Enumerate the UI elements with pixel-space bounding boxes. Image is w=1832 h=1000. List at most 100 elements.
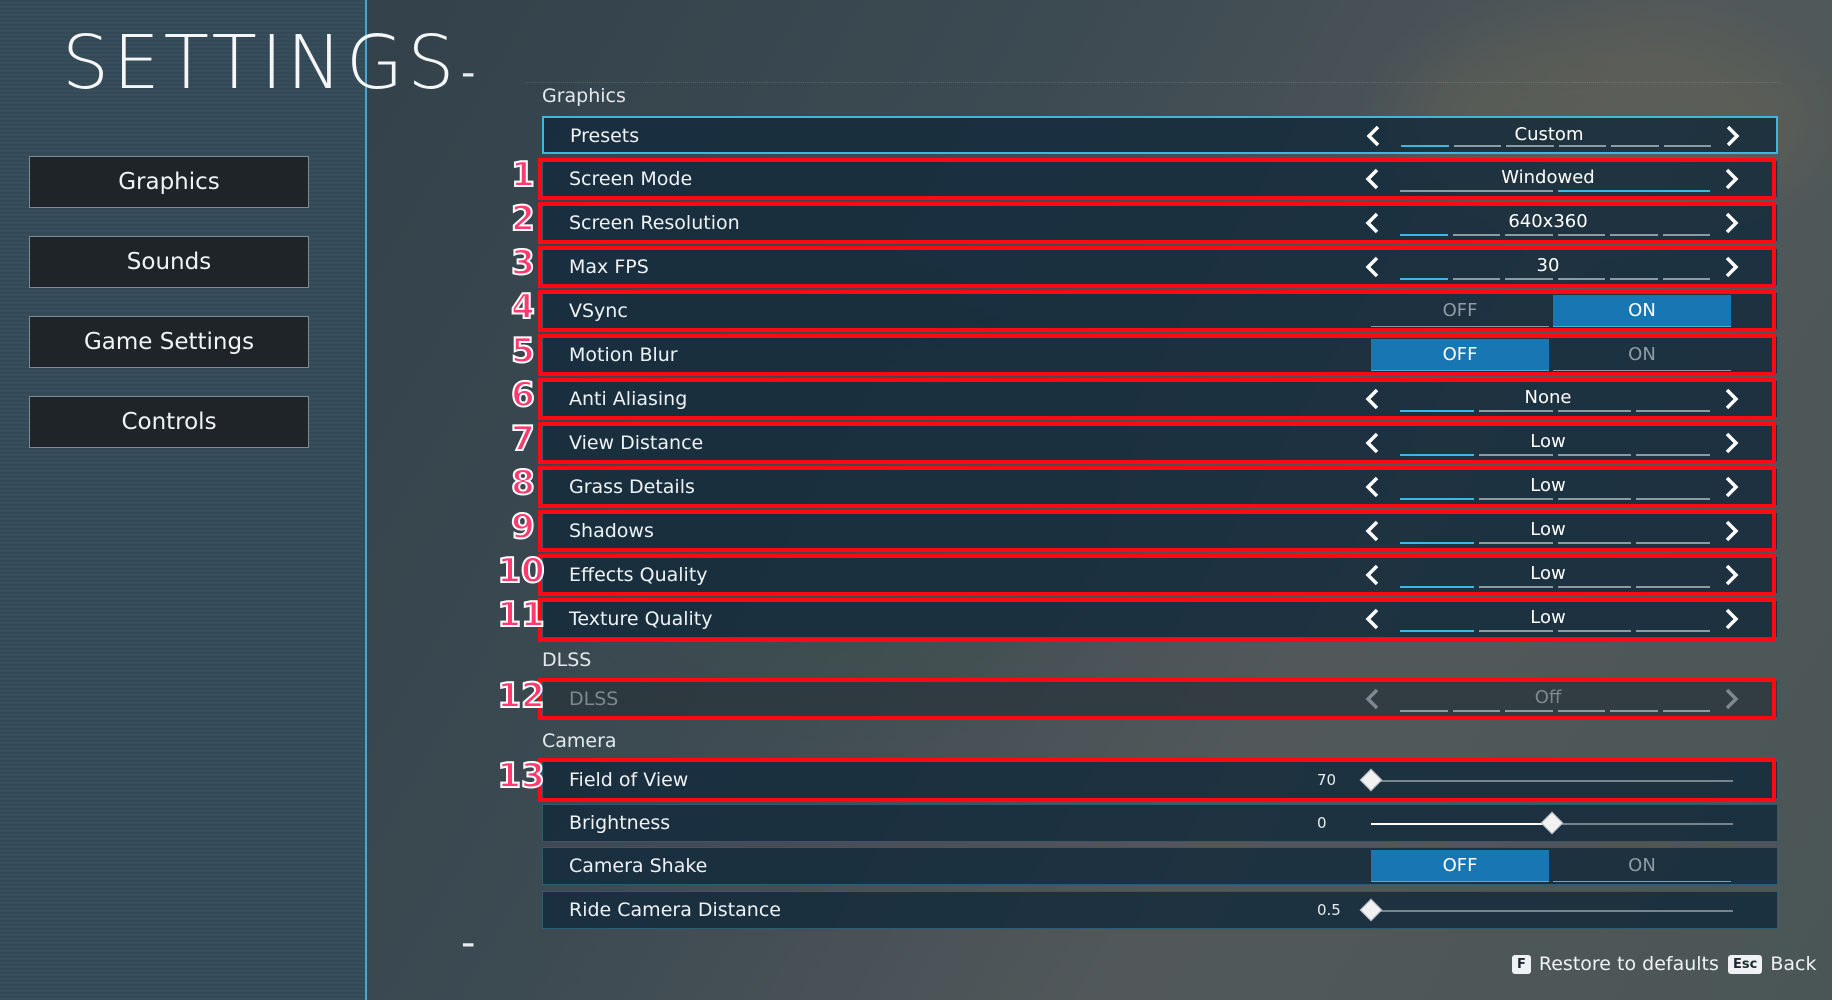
- slider-thumb[interactable]: [1540, 811, 1564, 835]
- texture-quality-indicator: [1400, 630, 1710, 632]
- vsync-row[interactable]: VSync OFF ON: [542, 292, 1778, 330]
- chevron-left-icon[interactable]: [1361, 387, 1385, 411]
- chevron-right-icon[interactable]: [1719, 211, 1743, 235]
- screen-mode-row[interactable]: Screen Mode Windowed: [542, 160, 1778, 198]
- chevron-left-icon[interactable]: [1361, 563, 1385, 587]
- settings-panel: [525, 82, 1780, 935]
- chevron-left-icon[interactable]: [1361, 431, 1385, 455]
- anti-aliasing-indicator: [1400, 410, 1710, 412]
- max-fps-indicator: [1400, 278, 1710, 280]
- effects-quality-label: Effects Quality: [569, 564, 708, 586]
- camera-shake-on-option[interactable]: ON: [1553, 850, 1731, 882]
- view-distance-label: View Distance: [569, 432, 704, 454]
- effects-quality-row[interactable]: Effects Quality Low: [542, 556, 1778, 594]
- shadows-value: Low: [1530, 519, 1566, 540]
- presets-row[interactable]: Presets Custom: [542, 116, 1778, 154]
- ride-camera-distance-slider[interactable]: [1359, 898, 1733, 922]
- vsync-label: VSync: [569, 300, 628, 322]
- chevron-right-icon[interactable]: [1719, 167, 1743, 191]
- section-graphics: Graphics: [542, 85, 626, 107]
- chevron-right-icon[interactable]: [1719, 563, 1743, 587]
- chevron-right-icon[interactable]: [1719, 387, 1743, 411]
- annotation-number: 2: [510, 198, 536, 240]
- chevron-right-icon[interactable]: [1719, 431, 1743, 455]
- section-dlss: DLSS: [542, 649, 592, 671]
- camera-shake-label: Camera Shake: [569, 855, 708, 877]
- vsync-off-option[interactable]: OFF: [1371, 295, 1549, 327]
- shadows-row[interactable]: Shadows Low: [542, 512, 1778, 550]
- annotation-number: 1: [510, 154, 536, 196]
- presets-indicator: [1401, 145, 1711, 147]
- chevron-left-icon[interactable]: [1362, 124, 1386, 148]
- nav-controls-button[interactable]: Controls: [29, 396, 309, 448]
- annotation-number: 4: [510, 286, 536, 328]
- brightness-label: Brightness: [569, 812, 671, 834]
- screen-mode-label: Screen Mode: [569, 168, 693, 190]
- dlss-label: DLSS: [569, 688, 619, 710]
- scroll-top-dash: -: [461, 50, 476, 96]
- nav-graphics-button[interactable]: Graphics: [29, 156, 309, 208]
- screen-resolution-row[interactable]: Screen Resolution 640x360: [542, 204, 1778, 242]
- restore-defaults-button[interactable]: F Restore to defaults: [1512, 953, 1719, 975]
- motion-blur-off-option[interactable]: OFF: [1371, 339, 1549, 371]
- chevron-right-icon[interactable]: [1719, 475, 1743, 499]
- presets-value: Custom: [1514, 124, 1584, 145]
- chevron-left-icon[interactable]: [1361, 475, 1385, 499]
- dlss-indicator: [1400, 710, 1710, 712]
- ride-camera-distance-row[interactable]: Ride Camera Distance 0.5: [542, 891, 1778, 929]
- texture-quality-row[interactable]: Texture Quality Low: [542, 600, 1778, 638]
- annotation-number: 5: [510, 330, 536, 372]
- max-fps-label: Max FPS: [569, 256, 649, 278]
- chevron-left-icon[interactable]: [1361, 607, 1385, 631]
- chevron-left-icon[interactable]: [1361, 167, 1385, 191]
- anti-aliasing-row[interactable]: Anti Aliasing None: [542, 380, 1778, 418]
- view-distance-row[interactable]: View Distance Low: [542, 424, 1778, 462]
- chevron-right-icon[interactable]: [1719, 607, 1743, 631]
- grass-details-indicator: [1400, 498, 1710, 500]
- nav-game-settings-button[interactable]: Game Settings: [29, 316, 309, 368]
- chevron-right-icon[interactable]: [1719, 519, 1743, 543]
- presets-label: Presets: [570, 125, 640, 147]
- brightness-slider[interactable]: [1371, 811, 1733, 835]
- annotation-number: 11: [496, 594, 545, 636]
- shadows-indicator: [1400, 542, 1710, 544]
- screen-resolution-indicator: [1400, 234, 1710, 236]
- camera-shake-row[interactable]: Camera Shake OFF ON: [542, 847, 1778, 885]
- field-of-view-value: 70: [1317, 771, 1337, 789]
- chevron-right-icon[interactable]: [1719, 255, 1743, 279]
- sidebar: SETTINGS Graphics Sounds Game Settings C…: [0, 0, 454, 1000]
- back-button[interactable]: Esc Back: [1728, 953, 1816, 975]
- grass-details-row[interactable]: Grass Details Low: [542, 468, 1778, 506]
- field-of-view-row[interactable]: Field of View 70: [542, 761, 1778, 799]
- slider-thumb[interactable]: [1359, 898, 1383, 922]
- chevron-left-icon[interactable]: [1361, 211, 1385, 235]
- camera-shake-off-option[interactable]: OFF: [1371, 850, 1549, 882]
- field-of-view-label: Field of View: [569, 769, 689, 791]
- chevron-right-icon: [1719, 687, 1743, 711]
- vsync-on-option[interactable]: ON: [1553, 295, 1731, 327]
- effects-quality-indicator: [1400, 586, 1710, 588]
- dlss-row: DLSS Off: [542, 680, 1778, 718]
- page-title: SETTINGS: [62, 20, 459, 106]
- shadows-label: Shadows: [569, 520, 654, 542]
- screen-resolution-label: Screen Resolution: [569, 212, 740, 234]
- nav-sounds-button[interactable]: Sounds: [29, 236, 309, 288]
- key-f-icon: F: [1512, 954, 1531, 974]
- restore-defaults-label: Restore to defaults: [1538, 953, 1719, 975]
- motion-blur-row[interactable]: Motion Blur OFF ON: [542, 336, 1778, 374]
- brightness-row[interactable]: Brightness 0: [542, 804, 1778, 842]
- scroll-bottom-dash: -: [461, 920, 476, 966]
- dlss-value: Off: [1534, 687, 1562, 708]
- motion-blur-on-option[interactable]: ON: [1553, 339, 1731, 371]
- texture-quality-label: Texture Quality: [569, 608, 713, 630]
- screen-resolution-value: 640x360: [1508, 211, 1588, 232]
- slider-thumb[interactable]: [1359, 768, 1383, 792]
- chevron-right-icon[interactable]: [1720, 124, 1744, 148]
- chevron-left-icon[interactable]: [1361, 255, 1385, 279]
- chevron-left-icon[interactable]: [1361, 519, 1385, 543]
- field-of-view-slider[interactable]: [1359, 768, 1733, 792]
- max-fps-row[interactable]: Max FPS 30: [542, 248, 1778, 286]
- annotation-number: 9: [510, 506, 536, 548]
- slider-fill: [1371, 823, 1552, 825]
- annotation-number: 13: [496, 755, 545, 797]
